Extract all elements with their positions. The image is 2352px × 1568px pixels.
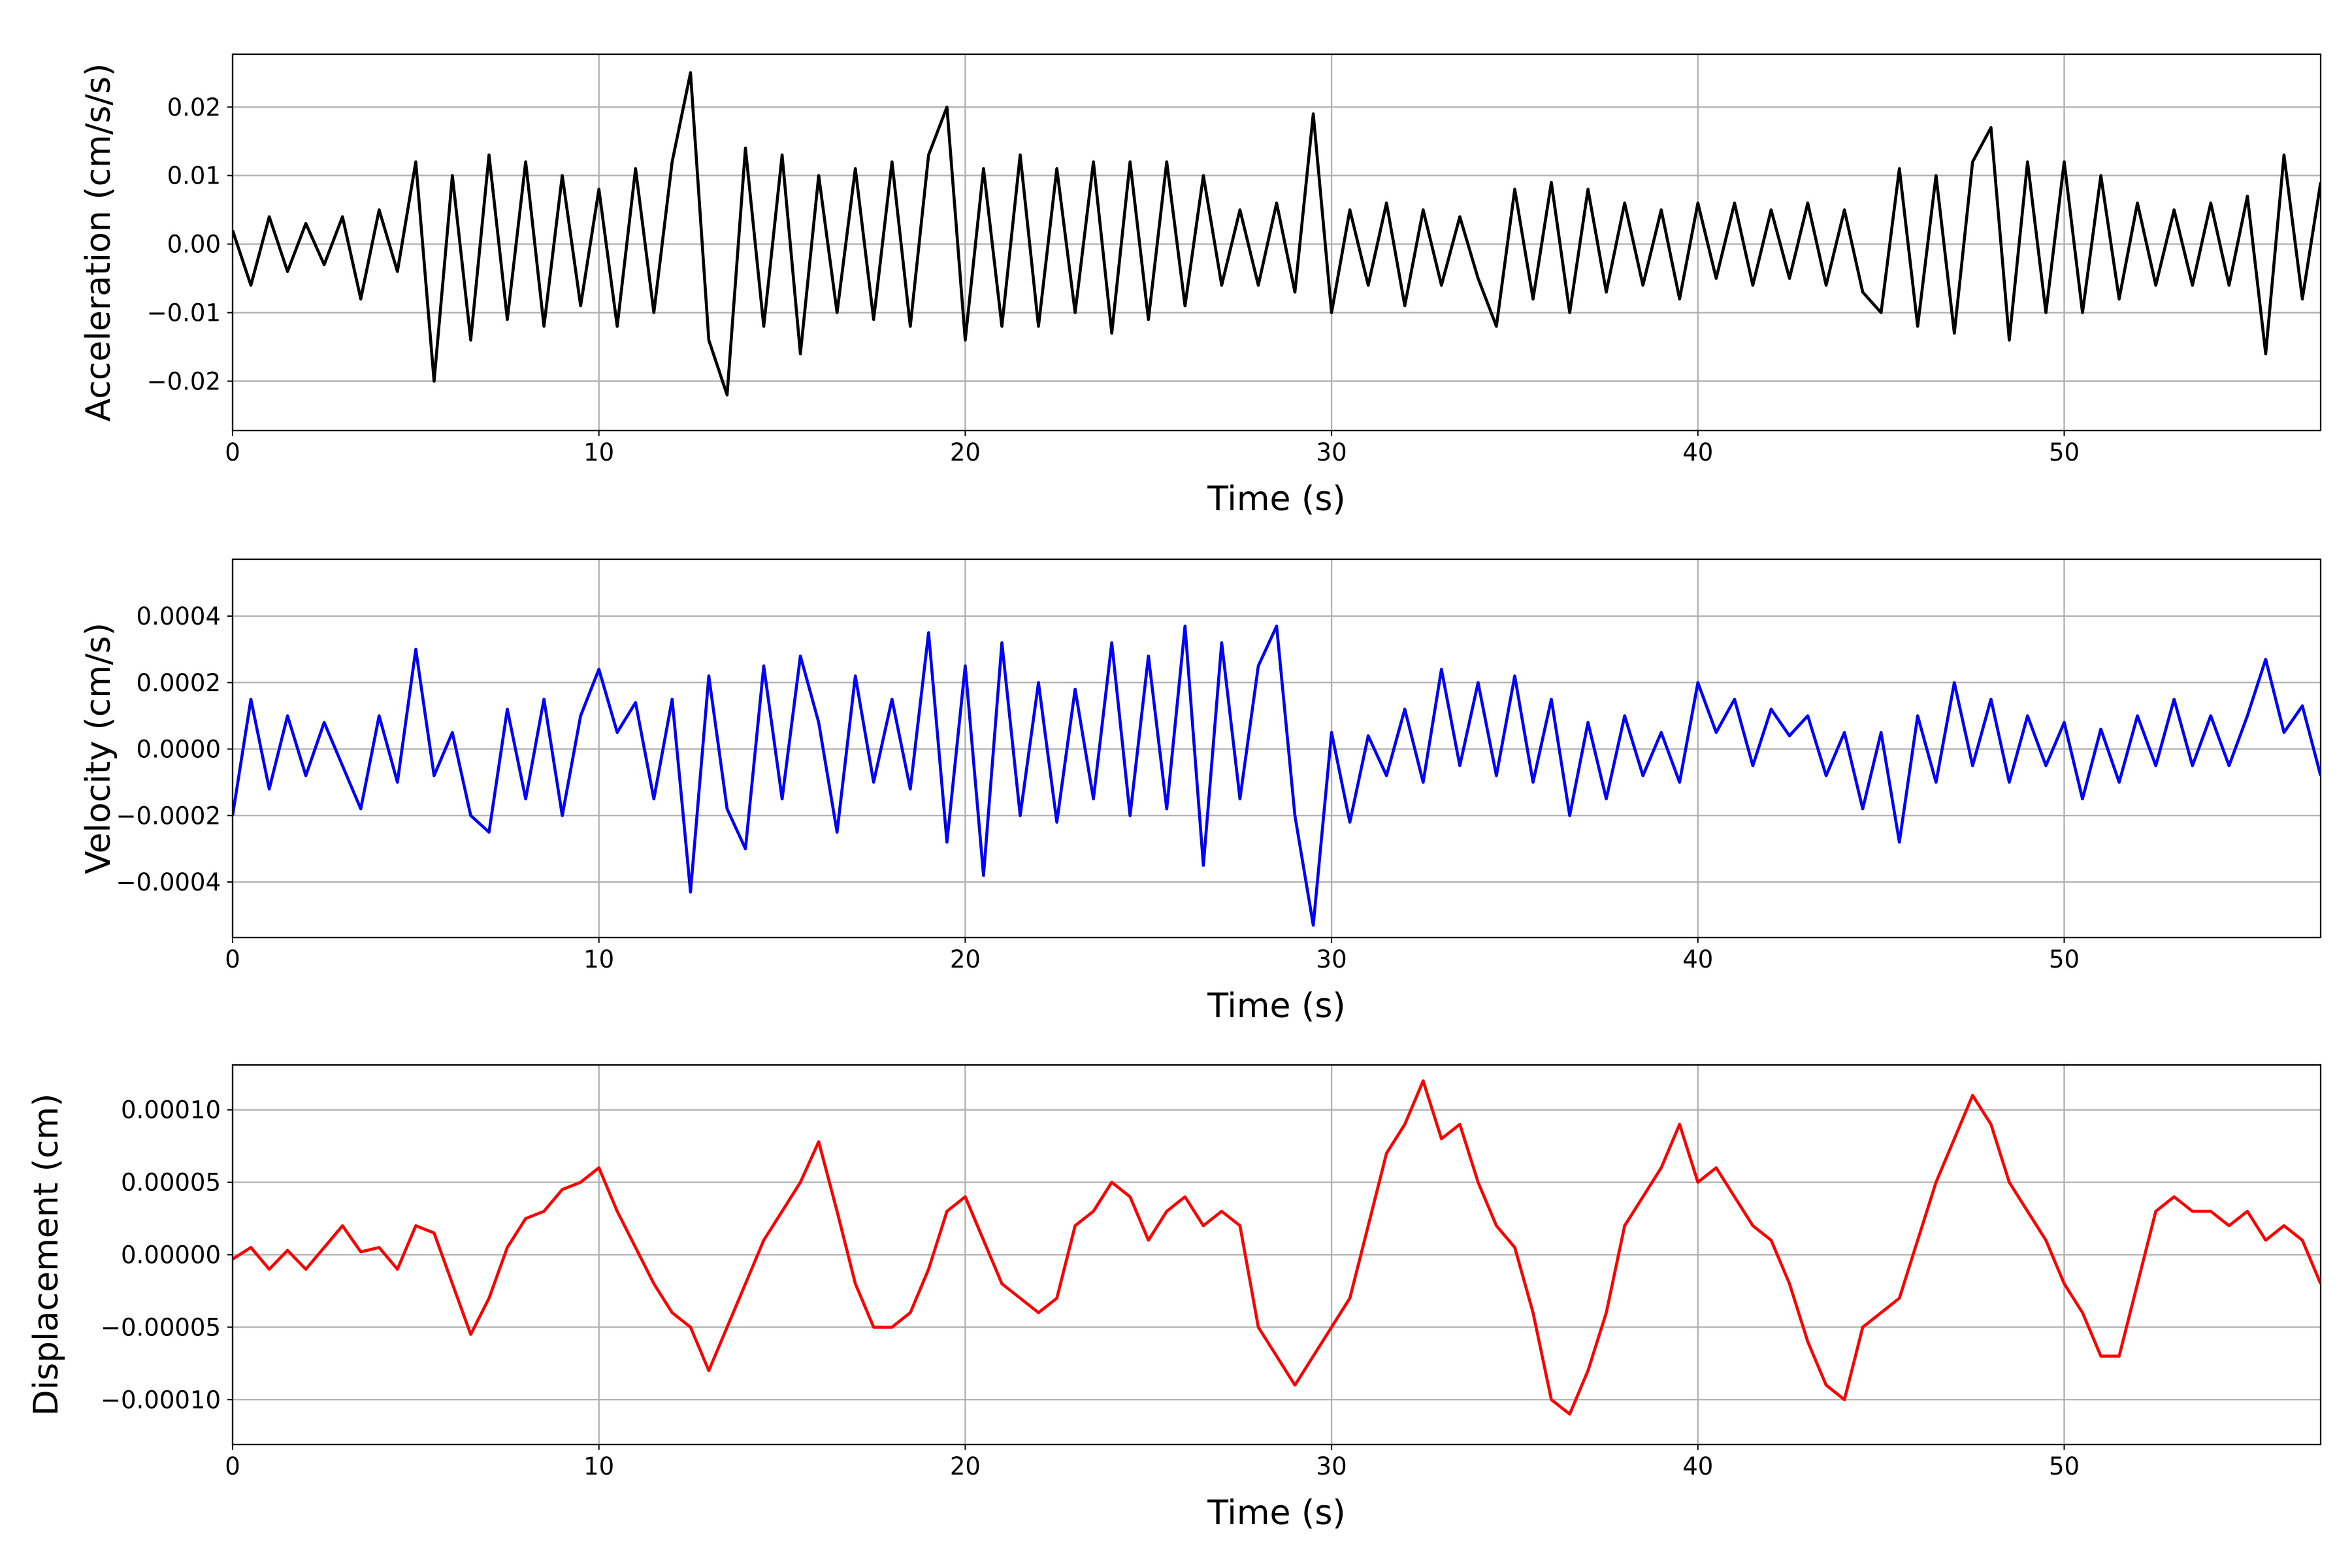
y-tick-label: 0.02	[167, 93, 221, 122]
x-tick-label: 40	[1682, 945, 1713, 973]
y-tick-label: 0.00000	[121, 1241, 221, 1269]
y-tick-label: 0.0002	[137, 669, 221, 697]
y-tick-label: −0.00010	[101, 1386, 221, 1414]
x-tick-label: 50	[2049, 438, 2080, 466]
y-tick-label: −0.01	[147, 299, 221, 327]
data-line	[233, 1079, 2321, 1416]
y-tick-label: 0.00	[167, 231, 221, 259]
y-tick-label: 0.00010	[121, 1096, 221, 1124]
subplot: 0 10 20 30 40 50 0.00010 0.00005 0.00000 −0.00005…	[27, 1064, 2322, 1533]
plot-area	[233, 71, 2321, 397]
x-tick-label: 50	[2049, 945, 2080, 973]
x-tick-label: 30	[1316, 945, 1347, 973]
x-tick-label: 10	[583, 945, 614, 973]
y-tick-label: 0.00005	[121, 1169, 221, 1197]
x-tick-label: 0	[225, 1452, 240, 1480]
x-tick-label: 10	[583, 438, 614, 466]
y-tick-label: 0.01	[167, 162, 221, 190]
x-tick-label: 30	[1316, 438, 1347, 466]
axes-frame	[231, 1064, 2322, 1446]
y-axis-label: Displacement (cm)	[27, 1094, 66, 1416]
x-tick-label: 0	[225, 438, 240, 466]
subplot: 0 10 20 30 40 50 0.0004 0.0002 0.0000 −0.0002 −0.0…	[79, 558, 2322, 1026]
x-tick-label: 40	[1682, 438, 1713, 466]
x-tick-label: 20	[950, 1452, 981, 1480]
x-tick-label: 20	[950, 438, 981, 466]
y-tick-label: 0.0004	[137, 602, 221, 630]
x-tick-label: 20	[950, 945, 981, 973]
x-tick-label: 40	[1682, 1452, 1713, 1480]
y-tick-label: −0.0004	[116, 868, 221, 896]
x-axis-label: Time (s)	[1207, 987, 1345, 1026]
axes-frame	[231, 53, 2322, 432]
y-axis-label: Velocity (cm/s)	[79, 623, 118, 874]
x-axis-label: Time (s)	[1207, 480, 1345, 519]
y-axis-label: Acceleration (cm/s/s)	[79, 63, 118, 422]
x-axis-label: Time (s)	[1207, 1494, 1345, 1533]
y-tick-label: −0.00005	[101, 1313, 221, 1341]
plot-area	[233, 1079, 2321, 1416]
y-tick-label: −0.0002	[116, 802, 221, 830]
y-tick-label: 0.0000	[137, 736, 221, 764]
data-line	[233, 625, 2321, 927]
x-tick-label: 10	[583, 1452, 614, 1480]
plot-area	[233, 625, 2321, 927]
axes-frame	[231, 558, 2322, 939]
x-tick-label: 50	[2049, 1452, 2080, 1480]
subplot: 0 10 20 30 40 50 0.02 0.01 0.00 −0.01 −0.02 Time (s…	[79, 53, 2322, 519]
x-tick-label: 0	[225, 945, 240, 973]
y-tick-label: −0.02	[147, 367, 221, 395]
x-tick-label: 30	[1316, 1452, 1347, 1480]
data-line	[233, 71, 2321, 397]
